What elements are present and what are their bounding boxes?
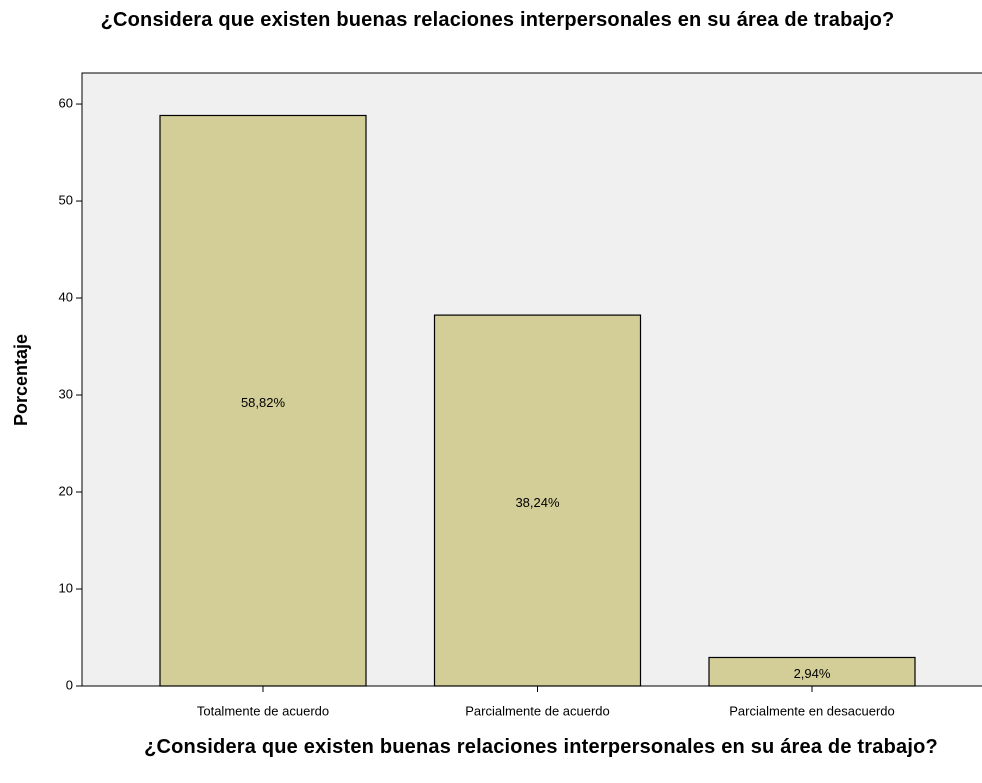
bar [159,114,367,687]
x-axis-title: ¿Considera que existen buenas relaciones… [144,736,938,758]
chart-title: ¿Considera que existen buenas relaciones… [100,9,895,31]
value-label: 2,94% [794,666,831,681]
y-tick-label: 30 [59,386,73,401]
x-tick-label: Parcialmente en desacuerdo [729,703,895,718]
bar [433,314,642,687]
y-tick-label: 0 [66,677,73,692]
y-tick-label: 50 [59,192,73,207]
x-tick-label: Totalmente de acuerdo [197,703,329,718]
x-tick-label: Parcialmente de acuerdo [465,703,610,718]
y-tick-label: 40 [59,289,73,304]
y-axis-title: Porcentaje [11,334,31,426]
chart: Porcentaje 0 10 20 30 40 50 60 Totalmente de ac… [11,72,982,718]
value-label: 38,24% [515,495,560,510]
bar [708,656,916,687]
y-tick-label: 10 [59,580,73,595]
y-tick-label: 60 [59,95,73,110]
value-label: 58,82% [241,395,286,410]
y-tick-label: 20 [59,483,73,498]
